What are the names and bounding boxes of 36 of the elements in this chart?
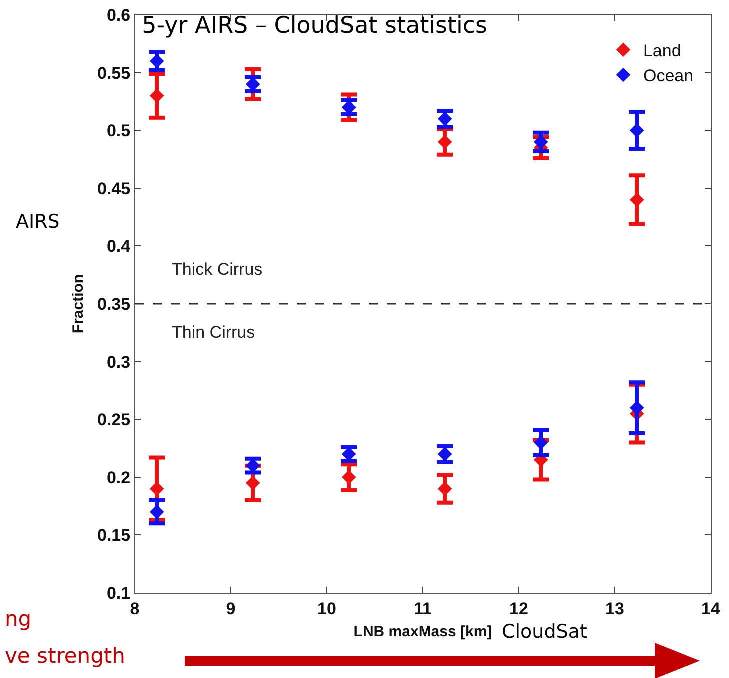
annotation: Thick Cirrus — [172, 260, 263, 279]
x-tick-label: 9 — [226, 599, 236, 618]
y-tick-label: 0.5 — [106, 122, 131, 141]
x-tick-label: 12 — [510, 599, 528, 618]
y-tick-label: 0.2 — [106, 468, 131, 488]
y-tick-label: 0.25 — [98, 410, 131, 430]
text: AIRS — [16, 211, 60, 233]
point — [150, 88, 164, 104]
point — [246, 476, 260, 490]
y-axis-title: Fraction — [70, 274, 87, 334]
y-tick-label: 0.4 — [106, 237, 132, 256]
chart-title: 5-yr AIRS – CloudSat statistics — [142, 13, 488, 40]
text: CloudSat — [502, 621, 588, 643]
point — [438, 135, 452, 150]
text: ve strength — [5, 644, 126, 668]
y-tick-label: 0.35 — [98, 294, 131, 314]
annotation: Thin Cirrus — [172, 323, 256, 342]
legend-label: Land — [643, 42, 682, 61]
x-tick-label: 14 — [702, 599, 721, 618]
y-tick-label: 0.45 — [98, 179, 131, 198]
x-tick-label: 8 — [130, 599, 140, 618]
x-tick-label: 11 — [414, 599, 432, 618]
y-tick-label: 0.1 — [106, 584, 131, 603]
x-axis-title: LNB maxMass [km] — [354, 623, 492, 640]
y-tick-label: 0.3 — [106, 352, 131, 372]
point — [342, 470, 356, 485]
y-tick-label: 0.6 — [106, 6, 131, 25]
x-tick-label: 10 — [318, 599, 336, 618]
legend-label: Ocean — [643, 66, 694, 86]
point — [438, 482, 452, 496]
x-tick-label: 13 — [606, 599, 624, 618]
y-tick-label: 0.55 — [98, 64, 131, 83]
point — [150, 482, 164, 496]
text: ng — [5, 607, 32, 631]
point — [630, 192, 644, 208]
y-tick-label: 0.15 — [98, 526, 131, 546]
